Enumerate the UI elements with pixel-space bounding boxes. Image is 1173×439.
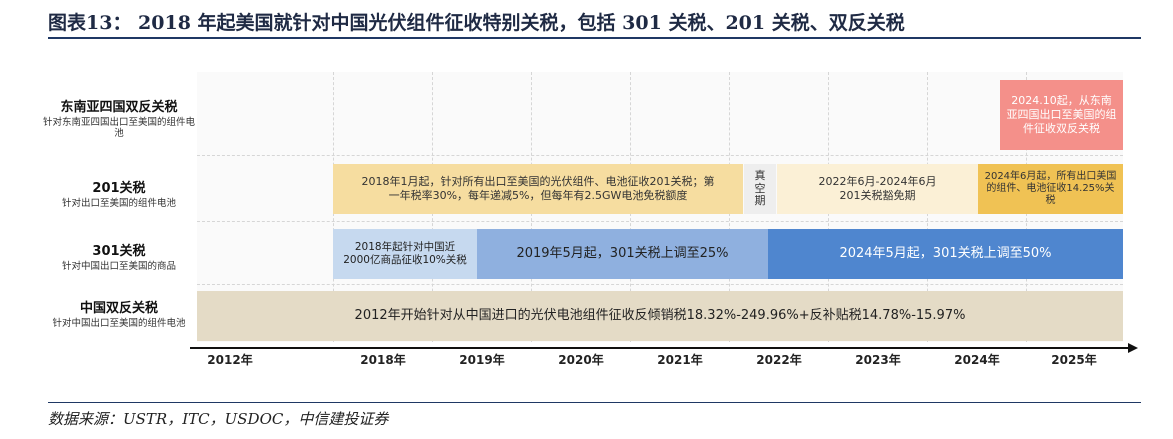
row-note: 针对中国出口至美国的商品: [61, 261, 176, 272]
bar-201-2024: 2024年6月起，所有出口美国的组件、电池征收14.25%关税: [978, 164, 1123, 214]
row-note: 针对中国出口至美国的组件电池: [52, 318, 186, 329]
row-gridline: [197, 221, 1123, 222]
axis-tick-label: 2025年: [1051, 353, 1097, 367]
row-title: 201关税: [92, 181, 146, 196]
axis-tick-label: 2024年: [954, 353, 1000, 367]
row-title: 东南亚四国双反关税: [60, 100, 178, 115]
row-label-301-tariff: 301关税 针对中国出口至美国的商品: [40, 240, 198, 272]
source-note: 数据来源：USTR，ITC，USDOC，中信建投证券: [48, 410, 389, 428]
bar-301-2024: 2024年5月起，301关税上调至50%: [768, 229, 1123, 279]
axis-tick-label: 2012年: [207, 353, 253, 367]
bar-301-2018: 2018年起针对中国近2000亿商品征收10%关税: [333, 229, 477, 279]
axis-tick-label: 2018年: [360, 353, 406, 367]
bar-201-2018: 2018年1月起，针对所有出口至美国的光伏组件、电池征收201关税；第一年税率3…: [333, 164, 743, 214]
row-label-201-tariff: 201关税 针对出口至美国的组件电池: [40, 177, 198, 209]
axis-tick-label: 2021年: [657, 353, 703, 367]
axis-tick-label: 2023年: [855, 353, 901, 367]
title-divider: [48, 37, 1141, 39]
row-note: 针对东南亚四国出口至美国的组件电池: [42, 117, 195, 139]
bar-201-exemption: 2022年6月-2024年6月 201关税豁免期: [777, 164, 978, 214]
axis-arrowhead: [1128, 343, 1138, 353]
row-label-sea-antidumping: 东南亚四国双反关税 针对东南亚四国出口至美国的组件电池: [40, 96, 198, 139]
axis-tick-label: 2019年: [459, 353, 505, 367]
bar-china-2012: 2012年开始针对从中国进口的光伏电池组件征收反倾销税18.32%-249.96…: [197, 291, 1123, 341]
row-title: 301关税: [92, 244, 146, 259]
footer-divider: [48, 402, 1141, 403]
bar-301-2019: 2019年5月起，301关税上调至25%: [477, 229, 768, 279]
axis-tick-label: 2020年: [558, 353, 604, 367]
row-label-china-antidumping: 中国双反关税 针对中国出口至美国的组件电池: [40, 297, 198, 329]
figure-title: 图表13： 2018 年起美国就针对中国光伏组件征收特别关税，包括 301 关税…: [48, 12, 905, 34]
row-gridline: [197, 155, 1123, 156]
axis-tick-label: 2022年: [756, 353, 802, 367]
row-gridline: [197, 284, 1123, 285]
row-title: 中国双反关税: [79, 301, 158, 316]
row-note: 针对出口至美国的组件电池: [61, 198, 176, 209]
bar-sea-2024: 2024.10起，从东南亚四国出口至美国的组件征收双反关税: [1000, 80, 1123, 150]
bar-201-vacuum: 真空期: [744, 164, 776, 214]
time-axis: [190, 347, 1130, 349]
